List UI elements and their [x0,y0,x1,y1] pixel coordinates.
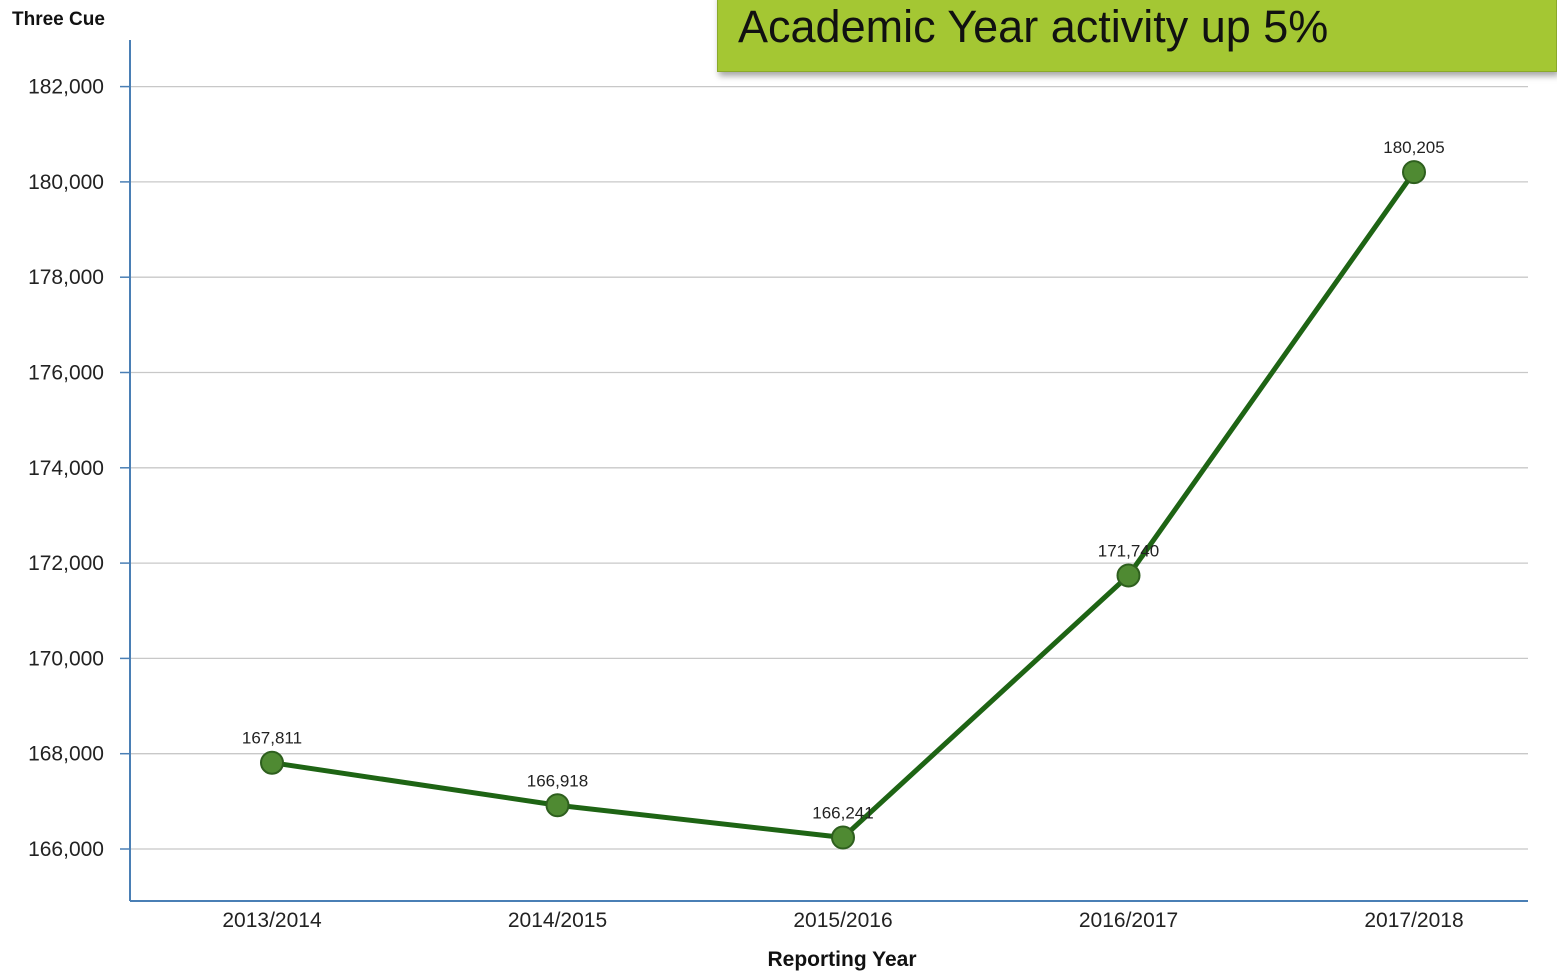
y-tick-label: 176,000 [28,362,104,385]
x-tick-label: 2014/2015 [508,909,607,932]
y-tick-label: 180,000 [28,171,104,194]
series-group: 167,811 166,918 166,241 171,740 180,205 [242,138,1445,850]
data-point [545,793,570,818]
y-axis-title: Three Cue [12,9,105,30]
data-label: 167,811 [242,729,302,748]
x-tick-label: 2016/2017 [1079,909,1178,932]
x-tick-label: 2017/2018 [1364,909,1463,932]
x-tick-labels: 2013/2014 2014/2015 2015/2016 2016/2017 2017… [222,909,1463,932]
x-tick-label: 2013/2014 [222,909,322,932]
headline-callout: Academic Year activity up 5% [717,0,1557,72]
y-tick-label: 168,000 [28,743,104,766]
data-point [1402,160,1426,185]
x-axis-title: Reporting Year [768,948,917,971]
data-label: 171,740 [1098,541,1159,560]
y-tick-label: 170,000 [28,647,104,670]
data-point [831,825,855,850]
data-label: 166,241 [812,804,873,823]
y-tick-label: 182,000 [28,76,104,99]
gridlines [120,85,1528,850]
y-tick-label: 178,000 [28,266,104,289]
y-tick-label: 174,000 [28,457,104,480]
y-tick-label: 166,000 [28,838,104,861]
y-tick-labels: 166,000 168,000 170,000 172,000 174,000 176,0… [28,76,104,861]
x-tick-label: 2015/2016 [793,909,892,932]
axes [129,40,1528,902]
series-line [271,170,1417,841]
headline-callout-text: Academic Year activity up 5% [738,1,1329,52]
data-point [1116,563,1141,588]
y-tick-label: 172,000 [28,552,104,575]
data-label: 180,205 [1383,138,1444,157]
data-point [260,750,284,775]
data-label: 166,918 [527,771,588,790]
